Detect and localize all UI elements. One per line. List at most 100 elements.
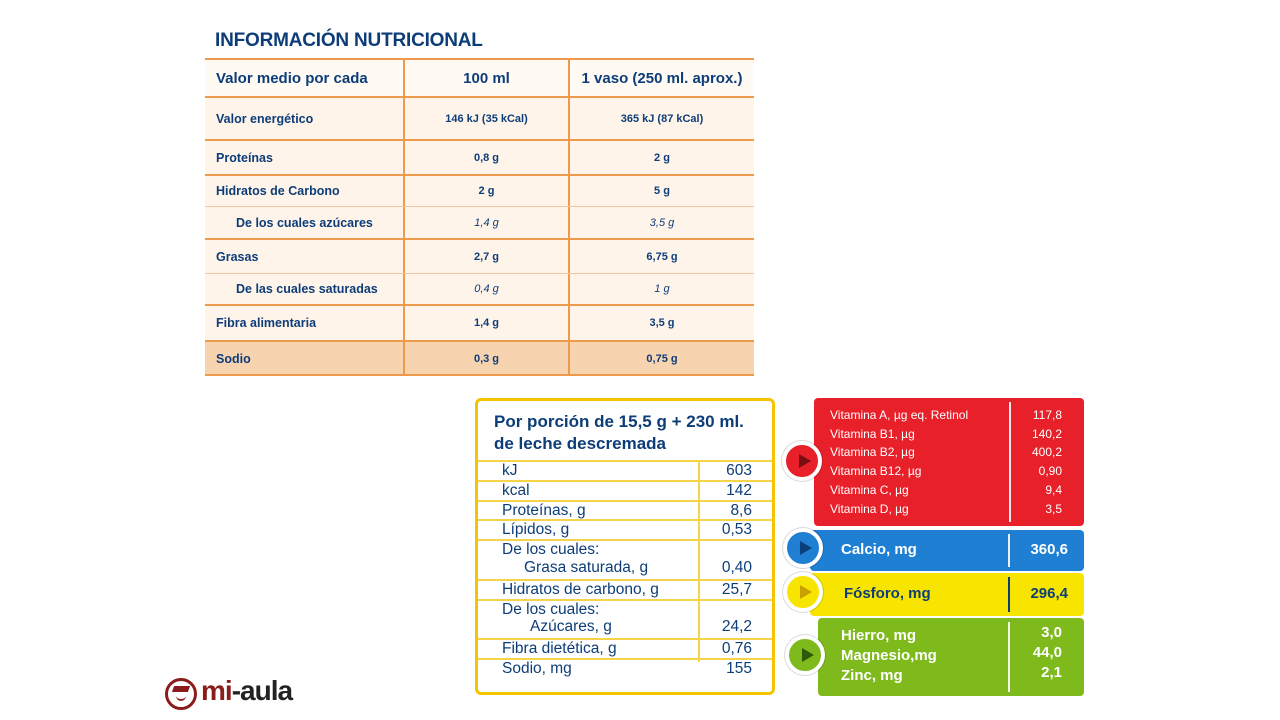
row-value-100ml: 146 kJ (35 kCal): [403, 98, 568, 139]
row-value-100ml: 1,4 g: [403, 207, 568, 238]
row-value-100ml: 0,4 g: [403, 274, 568, 304]
vitamin-label: Vitamina B2, µg: [830, 445, 915, 459]
mineral-label: Hierro, mg: [841, 627, 917, 644]
portion-label: kcal: [502, 481, 530, 499]
portion-title-line2: de leche descremada: [494, 434, 666, 453]
header-glass: 1 vaso (250 ml. aprox.): [568, 60, 754, 96]
portion-rows: kJ 603 kcal 142 Proteínas, g 8,6 Lípidos…: [478, 460, 772, 678]
row-label: Fibra alimentaria: [216, 316, 317, 330]
vitamin-value: 117,8: [1032, 408, 1062, 422]
portion-label: Azúcares, g: [530, 618, 612, 636]
portion-value: 0,53: [721, 521, 752, 539]
nutrition-table: Valor medio por cada 100 ml 1 vaso (250 …: [205, 58, 754, 376]
portion-value: 24,2: [721, 618, 752, 636]
portion-box: Por porción de 15,5 g + 230 ml. de leche…: [475, 398, 775, 695]
row-label: De los cuales azúcares: [236, 215, 373, 230]
portion-value: 8,6: [730, 501, 752, 519]
play-icon: [783, 528, 823, 568]
table-row: Proteínas 0,8 g 2 g: [205, 139, 754, 174]
row-value-glass: 3,5 g: [568, 207, 754, 238]
mineral-value: 3,0: [1041, 624, 1062, 641]
mineral-label: Magnesio,mg: [841, 647, 937, 664]
mineral-label: Zinc, mg: [841, 667, 903, 684]
table-row: Hidratos de Carbono 2 g 5 g: [205, 174, 754, 206]
list-item: De los cuales:: [478, 539, 772, 559]
calcio-panel: Calcio, mg 360,6: [810, 530, 1084, 571]
portion-value: 0,40: [721, 558, 752, 576]
mi-aula-logo: mi-aula: [165, 675, 300, 716]
row-value-glass: 0,75 g: [568, 342, 754, 376]
vitamins-panel: Vitamina A, µg eq. Retinol Vitamina B1, …: [814, 398, 1084, 526]
minerals-panel: Hierro, mg Magnesio,mg Zinc, mg 3,0 44,0…: [818, 618, 1084, 696]
mineral-value: 44,0: [1032, 644, 1062, 661]
header-100ml: 100 ml: [403, 60, 568, 96]
column-divider: [698, 460, 700, 662]
portion-title-line1: Por porción de 15,5 g + 230 ml.: [494, 412, 744, 431]
row-label: Grasas: [216, 249, 259, 264]
nutrition-title: INFORMACIÓN NUTRICIONAL: [215, 30, 483, 51]
portion-label: De los cuales:: [502, 600, 600, 618]
portion-value: 603: [726, 462, 752, 479]
row-value-100ml: 1,4 g: [403, 306, 568, 340]
vitamin-value: 0,90: [1038, 464, 1062, 478]
row-value-100ml: 2,7 g: [403, 240, 568, 273]
list-item: Proteínas, g 8,6: [478, 499, 772, 520]
row-value-glass: 2 g: [568, 141, 754, 174]
portion-label: Lípidos, g: [502, 521, 570, 539]
portion-label: Sodio, mg: [502, 659, 572, 677]
portion-value: 142: [726, 481, 752, 499]
calcio-label: Calcio, mg: [841, 541, 917, 558]
table-row: Sodio 0,3 g 0,75 g: [205, 340, 754, 376]
calcio-value: 360,6: [1030, 541, 1068, 558]
list-item: Sodio, mg 155: [478, 657, 772, 678]
portion-value: 25,7: [721, 580, 752, 598]
list-item: Hidratos de carbono, g 25,7: [478, 578, 772, 599]
fosforo-panel: Fósforo, mg 296,4: [810, 573, 1084, 616]
portion-label: kJ: [502, 462, 518, 479]
play-icon: [785, 635, 825, 675]
table-row: Grasas 2,7 g 6,75 g: [205, 238, 754, 273]
list-item: kJ 603: [478, 460, 772, 480]
vitamin-label: Vitamina B12, µg: [830, 464, 922, 478]
table-row: Fibra alimentaria 1,4 g 3,5 g: [205, 304, 754, 340]
panel-divider: [1008, 534, 1010, 567]
portion-value: 0,76: [721, 640, 752, 658]
list-item: Fibra dietética, g 0,76: [478, 638, 772, 658]
panel-divider: [1008, 577, 1010, 612]
row-label: Proteínas: [216, 150, 273, 165]
graduation-cap-icon: [165, 678, 197, 710]
vitamin-value: 400,2: [1031, 445, 1062, 459]
mineral-value: 2,1: [1041, 664, 1062, 681]
row-value-glass: 6,75 g: [568, 240, 754, 273]
panel-divider: [1008, 622, 1010, 692]
play-icon: [782, 441, 822, 481]
panel-divider: [1009, 402, 1011, 522]
portion-label: Grasa saturada, g: [524, 558, 649, 576]
row-label: De las cuales saturadas: [236, 282, 378, 296]
logo-text: mi-aula: [201, 675, 293, 707]
list-item: De los cuales:: [478, 598, 772, 619]
play-icon: [783, 572, 823, 612]
row-value-100ml: 0,8 g: [403, 141, 568, 174]
fosforo-label: Fósforo, mg: [844, 585, 931, 602]
nutrition-header-row: Valor medio por cada 100 ml 1 vaso (250 …: [205, 58, 754, 96]
logo-text-a: mi: [201, 675, 233, 706]
table-row: De los cuales azúcares 1,4 g 3,5 g: [205, 206, 754, 238]
portion-title: Por porción de 15,5 g + 230 ml. de leche…: [494, 411, 774, 455]
row-label: Valor energético: [216, 111, 314, 126]
portion-label: Proteínas, g: [502, 501, 586, 519]
table-bottom-border: [205, 374, 754, 376]
row-value-glass: 365 kJ (87 kCal): [568, 98, 754, 139]
row-value-100ml: 0,3 g: [403, 342, 568, 376]
list-item: Azúcares, g 24,2: [478, 618, 772, 638]
vitamin-value: 140,2: [1031, 427, 1062, 441]
vitamin-label: Vitamina A, µg eq. Retinol: [830, 408, 969, 422]
portion-label: De los cuales:: [502, 541, 600, 559]
row-label: Sodio: [216, 352, 251, 366]
row-value-100ml: 2 g: [403, 176, 568, 206]
vitamin-label: Vitamina C, µg: [830, 483, 909, 497]
header-label: Valor medio por cada: [216, 69, 368, 87]
list-item: Lípidos, g 0,53: [478, 519, 772, 539]
list-item: kcal 142: [478, 479, 772, 500]
vitamin-label: Vitamina B1, µg: [830, 427, 915, 441]
